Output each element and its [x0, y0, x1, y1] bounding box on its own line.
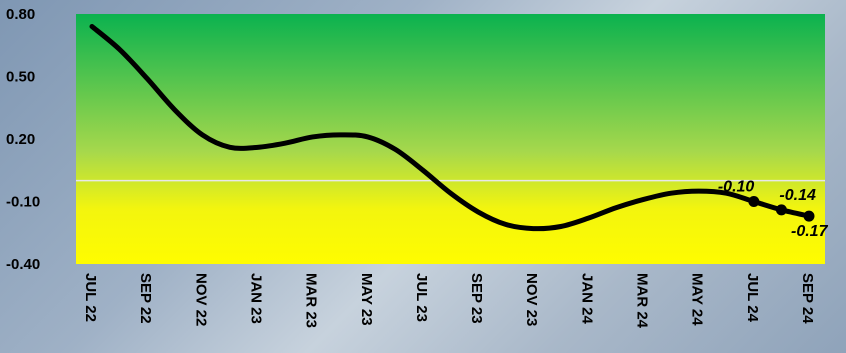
x-tick-label: NOV 22: [192, 273, 209, 326]
x-tick-label: SEP 24: [799, 273, 816, 324]
x-axis: JUL 22 SEP 22 NOV 22 JAN 23 MAR 23 MAY 23 JUL …: [82, 273, 816, 329]
x-tick-label: MAY 24: [689, 273, 706, 326]
x-tick-label: JUL 22: [82, 273, 99, 322]
data-markers: [748, 196, 815, 222]
data-label: -0.10: [718, 179, 755, 196]
y-tick-label: -0.40: [6, 256, 40, 273]
x-tick-label: JUL 24: [744, 273, 761, 323]
y-tick-label: -0.10: [6, 194, 40, 211]
y-tick-label: 0.80: [6, 6, 35, 23]
y-axis: -0.40 -0.10 0.20 0.50 0.80: [6, 6, 40, 273]
x-tick-label: SEP 23: [468, 273, 485, 324]
x-tick-label: MAR 23: [303, 273, 320, 328]
x-tick-label: JUL 23: [413, 273, 430, 322]
x-tick-label: JAN 24: [578, 273, 595, 325]
x-tick-label: SEP 22: [137, 273, 154, 324]
data-point-marker: [748, 196, 760, 207]
x-tick-label: JAN 23: [247, 273, 264, 324]
x-tick-label: NOV 23: [523, 273, 540, 326]
plot-area: [76, 14, 825, 264]
y-tick-label: 0.50: [6, 69, 35, 86]
x-tick-label: MAY 23: [358, 273, 375, 326]
y-tick-label: 0.20: [6, 131, 35, 148]
series-line: [89, 24, 812, 232]
data-point-marker: [803, 210, 815, 222]
data-point-marker: [775, 204, 787, 216]
data-labels: -0.10 -0.14 -0.17: [718, 179, 829, 241]
x-tick-label: MAR 24: [634, 273, 651, 329]
data-label: -0.17: [791, 223, 829, 240]
data-label: -0.14: [779, 187, 816, 204]
